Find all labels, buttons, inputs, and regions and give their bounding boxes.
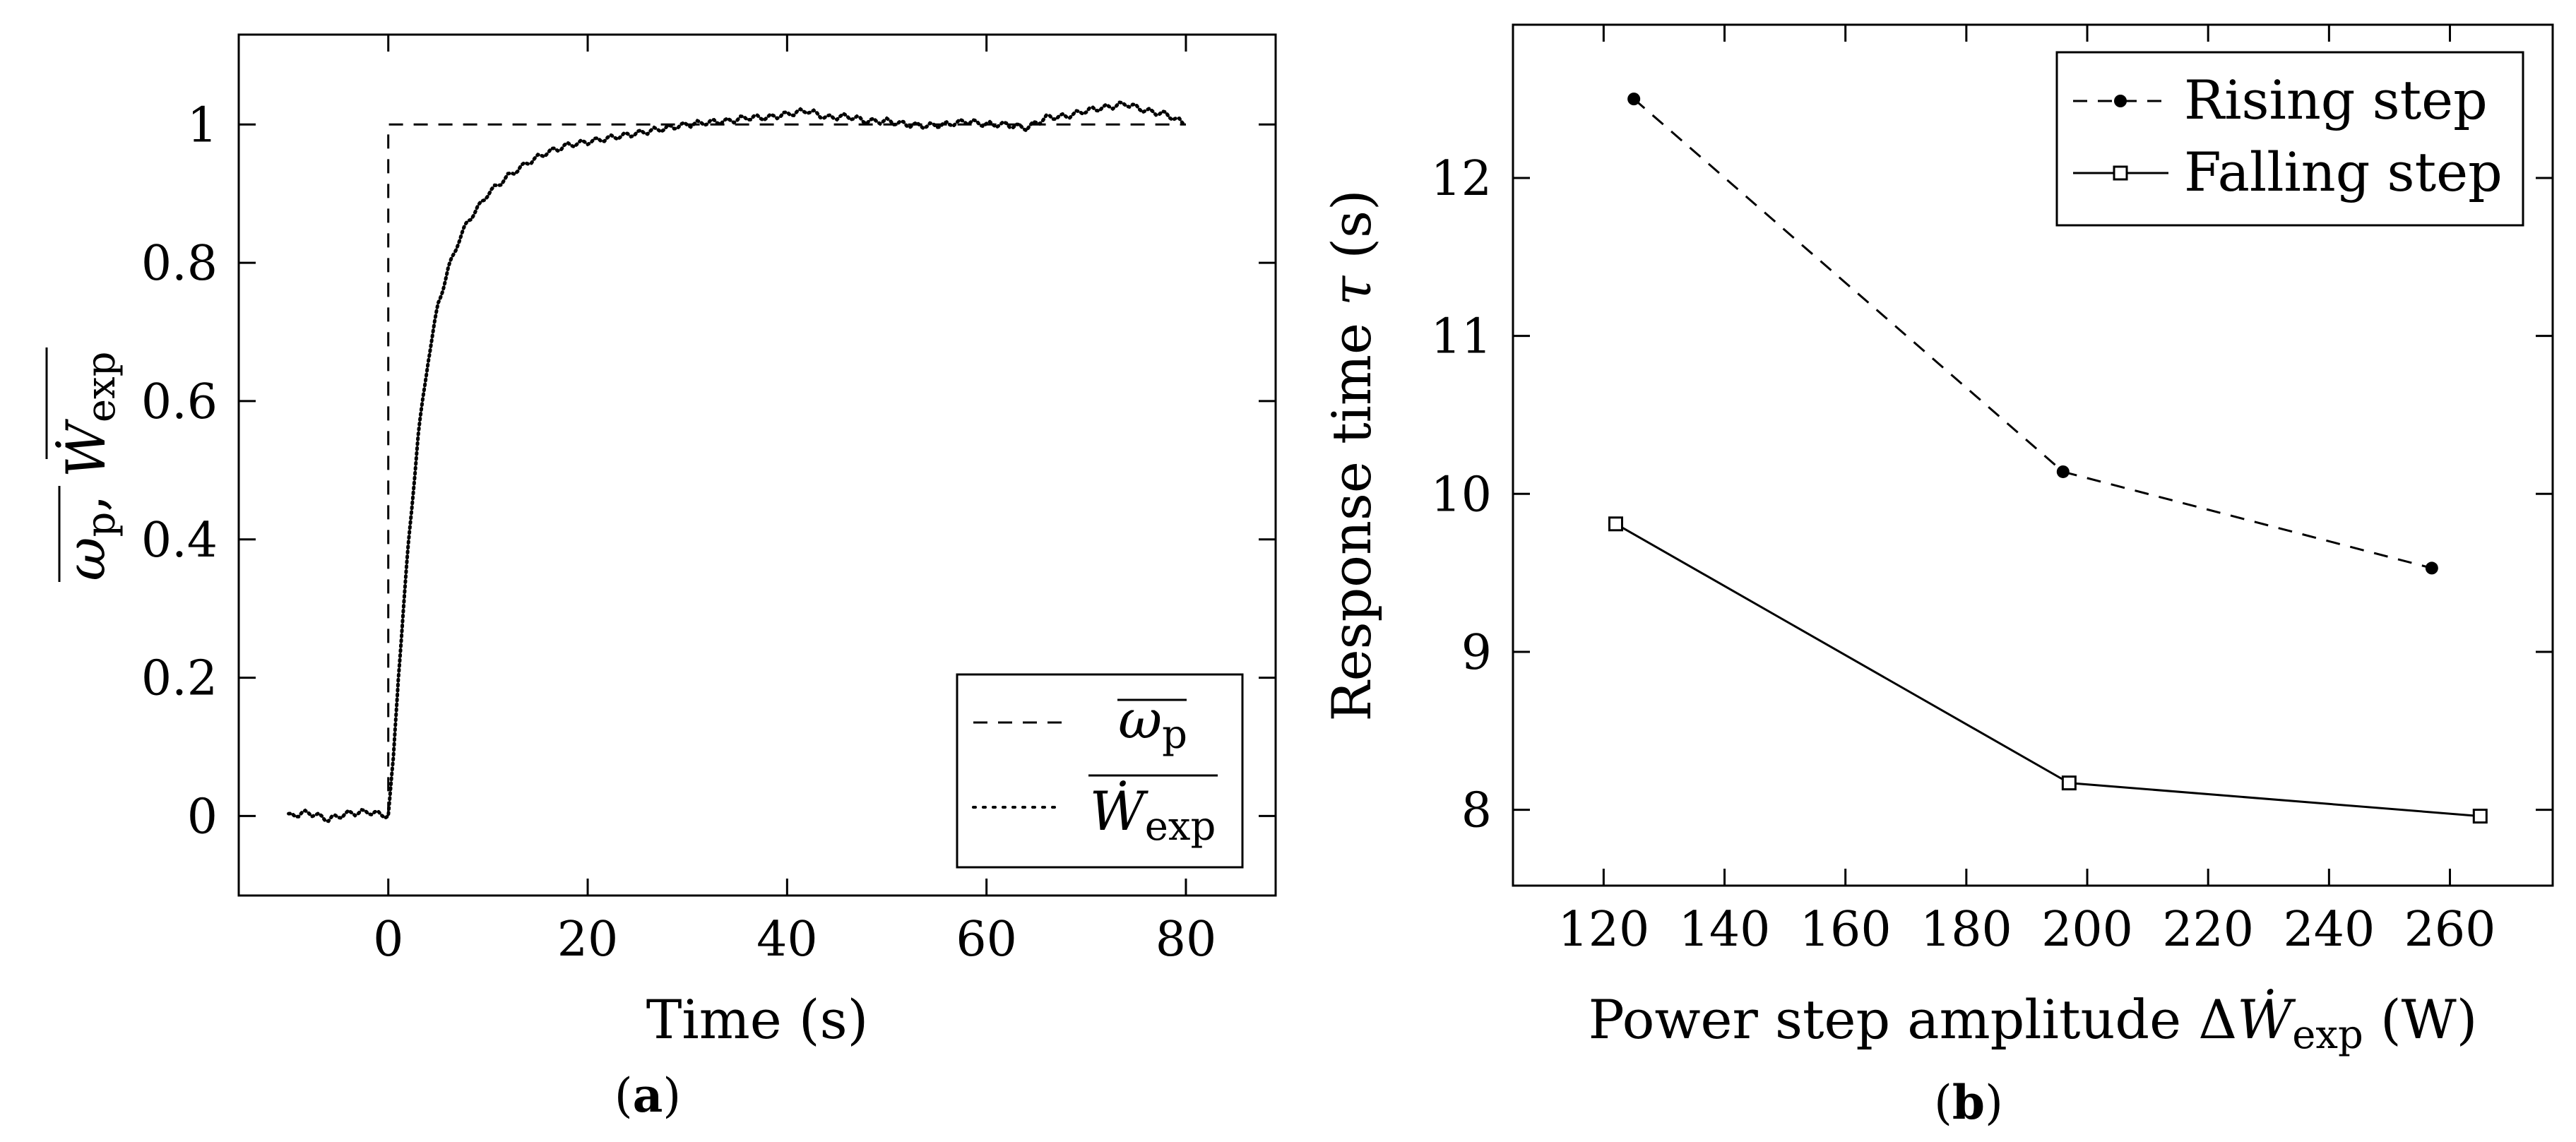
panel-b-xlabel-wdot: Ẇ [2237,988,2296,1051]
panel-b-xtick-label: 220 [2162,902,2254,958]
panel-a-ylabel-omega-sub: p [78,512,124,537]
panel-a-xtick-label: 80 [1156,912,1217,968]
panel-a-ytick-label: 0 [187,789,218,845]
panel-a-legend-wdot-sub: exp [1145,804,1216,850]
panel-b-xtick-label: 260 [2404,902,2496,958]
panel-a-legend-omega: ωp [1118,688,1187,758]
panel-b-series-line-2 [1615,523,2481,818]
panel-a-legend-wdot-symbol: Ẇ [1090,780,1149,843]
panel-b-xtick-label: 240 [2283,902,2375,958]
panel-b-marker-rising-point [2425,561,2438,575]
panel-b-caption-open: ( [1934,1076,1952,1130]
panel-b-ytick-label: 12 [1430,151,1492,207]
panel-a-ytick-label: 0.4 [141,513,218,569]
panel-a-xtick-label: 0 [373,912,403,968]
panel-b-series [1608,93,2488,824]
panel-b-ytick-label: 8 [1461,783,1492,839]
panel-a-caption: (a) [615,1068,681,1123]
panel-b-ylabel-unit: (s) [1320,189,1383,275]
panel-b-xtick-label: 120 [1557,902,1649,958]
panel-a-ytick-label: 0.2 [141,651,218,707]
panel-a-ylabel-omega: ω [54,537,117,581]
svg-text:ωp, Ẇexp: ωp, Ẇexp [54,352,124,581]
panel-b-marker-rising-point [2056,465,2070,478]
panel-a-ytick-label: 0.8 [141,236,218,292]
panel-a-caption-close: ) [663,1069,681,1123]
panel-b-line-chart: 120 140 160 180 200 220 240 260 8 9 10 11 12 Respons… [1320,23,2554,1130]
panel-a-legend-omega-symbol: ω [1118,688,1162,751]
panel-b-caption-letter: b [1952,1075,1985,1130]
panel-b-xtick-label: 160 [1800,902,1892,958]
panel-a-xtick-label: 40 [756,912,818,968]
panel-a-caption-open: ( [615,1069,633,1123]
panel-a-legend-omega-sub: p [1162,712,1187,758]
panel-a-ylabel-wdot-sub: exp [78,352,124,423]
panel-b-xtick-label: 200 [2041,902,2133,958]
panel-b-xlabel-text: Power step amplitude Δ [1589,988,2237,1051]
panel-b-legend-rising: Rising step [2184,69,2488,131]
panel-a-ylabel-wdot: Ẇ [54,418,117,477]
panel-b-legend-marker-falling [2113,165,2128,181]
panel-b-caption-close: ) [1985,1076,2003,1130]
panel-b-xlabel-unit: (W) [2363,988,2478,1051]
panel-a-ytick-label: 1 [187,97,218,153]
panel-b-ytick-label: 10 [1430,467,1492,523]
panel-a-series [287,100,1188,823]
panel-a-legend-box [956,673,1244,869]
panel-b-ytick-label: 9 [1461,625,1492,681]
panel-b-marker-falling-point [2472,809,2488,824]
panel-b-marker-falling-point [2061,775,2077,791]
panel-a-ylabel-sep: , [54,477,117,511]
panel-b-legend-box [2055,51,2524,227]
panel-b-xlabel-sub: exp [2292,1012,2363,1058]
panel-b-y-axis-title: Response time τ (s) [1320,189,1383,721]
panel-b-xtick-label: 180 [1921,902,2012,958]
panel-b-marker-rising-point [1627,93,1641,106]
panel-a-caption-letter: a [633,1068,663,1123]
panel-a-xtick-label: 20 [557,912,619,968]
panel-a-tick-marks [239,35,1276,896]
panel-b-xtick-label: 140 [1679,902,1771,958]
panel-a-legend-wdot: Ẇexp [1090,780,1216,850]
panel-b-legend: Rising step Falling step [2055,51,2524,227]
panel-a-tick-labels: 0 20 40 60 80 0 0.2 0.4 0.6 0.8 1 [141,97,1216,968]
panel-b-series-line-1 [1633,97,2433,569]
panel-b-legend-falling: Falling step [2184,141,2503,203]
panel-a-y-axis-title: ωp, Ẇexp [45,347,124,582]
panel-b-ylabel-text: Response time [1320,306,1383,722]
panel-a-ytick-label: 0.6 [141,374,218,430]
panel-a-series-line-2 [287,100,1188,823]
panel-b-ytick-label: 11 [1430,309,1492,365]
panel-b-caption: (b) [1934,1075,2003,1130]
panel-a-legend: ωp Ẇexp [956,673,1244,869]
panel-b-ylabel-tau: τ [1320,275,1383,306]
panel-a-x-axis-title: Time (s) [646,988,869,1051]
panel-b-marker-falling-point [1608,516,1623,532]
panel-b-tick-labels: 120 140 160 180 200 220 240 260 8 9 10 11 12 [1430,151,2495,958]
panel-a-plot-frame [237,33,1277,897]
panel-b-tick-marks [1513,25,2553,886]
panel-b-x-axis-title: Power step amplitude ΔẆexp (W) [1589,988,2478,1058]
panel-b-legend-marker-rising [2114,95,2127,107]
panel-a-xtick-label: 60 [956,912,1017,968]
panel-b-plot-frame [1512,23,2554,887]
